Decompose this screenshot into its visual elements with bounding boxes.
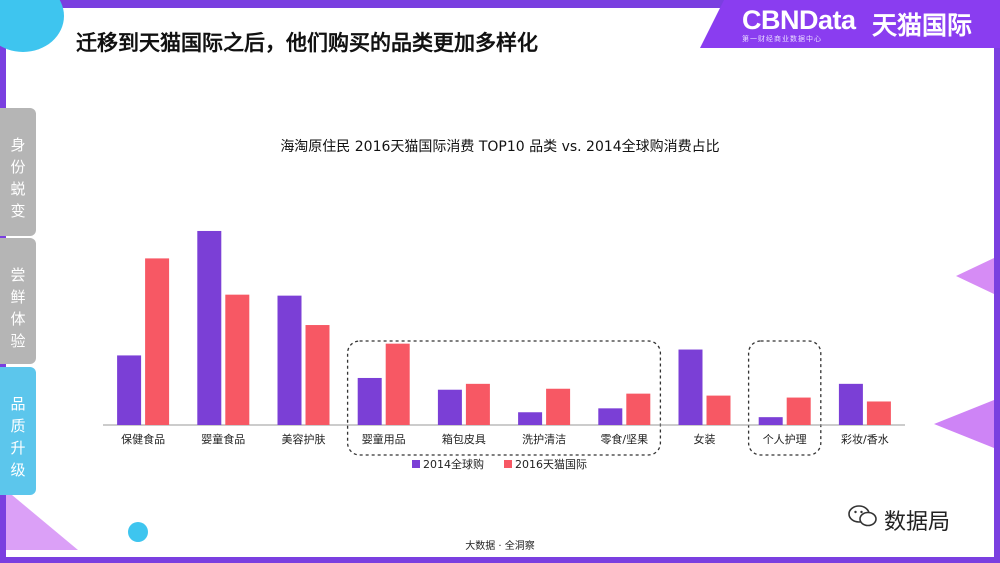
bottom-accent-bar (0, 557, 1000, 563)
side-tab-identity[interactable]: 身份蜕变 (0, 108, 36, 236)
wechat-icon (848, 505, 877, 527)
bar-2016 (465, 383, 490, 425)
x-tick-label: 洗护清洁 (522, 432, 566, 446)
legend-swatch (504, 460, 512, 468)
decorative-dot (128, 522, 148, 542)
bar-2016 (546, 388, 571, 425)
x-tick-label: 箱包皮具 (442, 432, 486, 446)
side-tab-label: 品质升级 (10, 395, 26, 479)
x-tick-label: 婴童用品 (362, 432, 406, 446)
bar-2016 (626, 393, 651, 425)
legend-label: 2016天猫国际 (515, 458, 587, 471)
brand-tag: 数据局 (884, 510, 951, 535)
bar-2016 (145, 258, 170, 425)
bar-2014 (277, 295, 302, 425)
side-tab-quality[interactable]: 品质升级 (0, 367, 36, 495)
side-tab-label: 身份蜕变 (10, 136, 26, 220)
right-accent-strip (994, 0, 1000, 563)
x-tick-label: 婴童食品 (201, 432, 245, 446)
page-title: 迁移到天猫国际之后，他们购买的品类更加多样化 (76, 31, 538, 55)
cbndata-logo-subtitle: 第一财经商业数据中心 (742, 35, 822, 43)
bar-2014 (437, 389, 462, 425)
x-tick-label: 彩妆/香水 (841, 433, 889, 446)
chart-title: 海淘原住民 2016天猫国际消费 TOP10 品类 vs. 2014全球购消费占… (280, 139, 720, 155)
bar-2014 (117, 355, 142, 425)
highlight-box (747, 340, 822, 456)
footer-slogan: 大数据 · 全洞察 (465, 541, 535, 552)
logo-banner (700, 0, 1000, 48)
bar-2014 (598, 408, 623, 425)
cbndata-logo: CBNData (742, 5, 856, 35)
side-tab-label: 尝鲜体验 (10, 266, 26, 350)
x-tick-label: 零食/坚果 (600, 432, 648, 446)
x-tick-label: 美容护肤 (282, 432, 326, 446)
legend-swatch (412, 460, 420, 468)
decorative-triangle (6, 490, 78, 550)
bar-2016 (225, 294, 250, 425)
bar-2014 (197, 230, 222, 425)
bar-2014 (357, 377, 382, 425)
top-accent-bar (0, 0, 1000, 8)
side-tab-trial[interactable]: 尝鲜体验 (0, 238, 36, 364)
x-tick-label: 个人护理 (763, 432, 807, 446)
bar-2016 (866, 401, 891, 425)
decorative-triangle (956, 258, 994, 294)
x-tick-label: 保健食品 (121, 432, 165, 446)
bar-2014 (518, 412, 543, 425)
highlight-box (346, 340, 662, 456)
legend-label: 2014全球购 (423, 457, 484, 471)
bar-2016 (305, 325, 330, 425)
bar-2014 (758, 417, 783, 425)
decorative-triangle (934, 400, 994, 448)
bar-2014 (838, 383, 863, 425)
bar-2016 (706, 395, 731, 425)
bar-2014 (678, 349, 703, 425)
bar-2016 (786, 397, 811, 425)
x-tick-label: 女装 (694, 432, 716, 446)
tmall-global-logo: 天猫国际 (872, 11, 973, 40)
bar-2016 (385, 343, 410, 425)
